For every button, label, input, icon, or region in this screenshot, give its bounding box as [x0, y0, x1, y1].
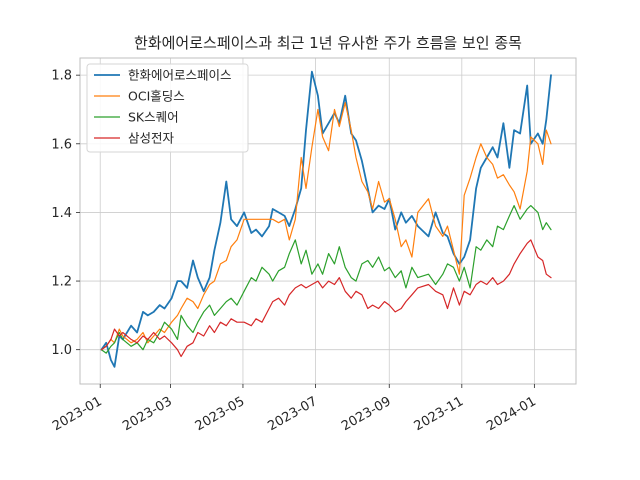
legend-label-1: OCI홀딩스: [128, 89, 185, 104]
x-tick-label: 2023-09: [339, 394, 394, 434]
legend-label-3: 삼성전자: [128, 131, 175, 146]
series-layer: [100, 70, 552, 368]
legend-label-0: 한화에어로스페이스: [128, 68, 232, 83]
x-tick-label: 2023-01: [50, 394, 105, 434]
x-tick-label: 2023-05: [193, 394, 248, 434]
series-line-2: [100, 205, 552, 354]
x-tick-label: 2024-01: [484, 394, 539, 434]
x-tick-label: 2023-03: [120, 394, 175, 434]
y-tick-label: 1.4: [51, 206, 72, 221]
series-line-3: [100, 239, 552, 358]
chart-title: 한화에어로스페이스과 최근 1년 유사한 주가 흐름을 보인 종목: [134, 34, 522, 52]
legend-box: [86, 63, 249, 153]
y-tick-label: 1.8: [51, 69, 72, 84]
plot-frame: [79, 57, 577, 385]
y-tick-label: 1.6: [51, 137, 72, 152]
y-tick-label: 1.2: [51, 275, 72, 290]
x-tick-label: 2023-07: [265, 394, 320, 434]
x-axis: 2023-01 2023-03 2023-05 2023-07 2023-09 2023-…: [50, 384, 539, 434]
y-tick-label: 1.0: [51, 343, 72, 358]
y-axis: 1.0 1.2 1.4 1.6 1.8: [51, 69, 80, 358]
series-line-1: [100, 101, 552, 351]
legend-label-2: SK스퀘어: [128, 110, 179, 125]
x-tick-label: 2023-11: [412, 394, 467, 434]
